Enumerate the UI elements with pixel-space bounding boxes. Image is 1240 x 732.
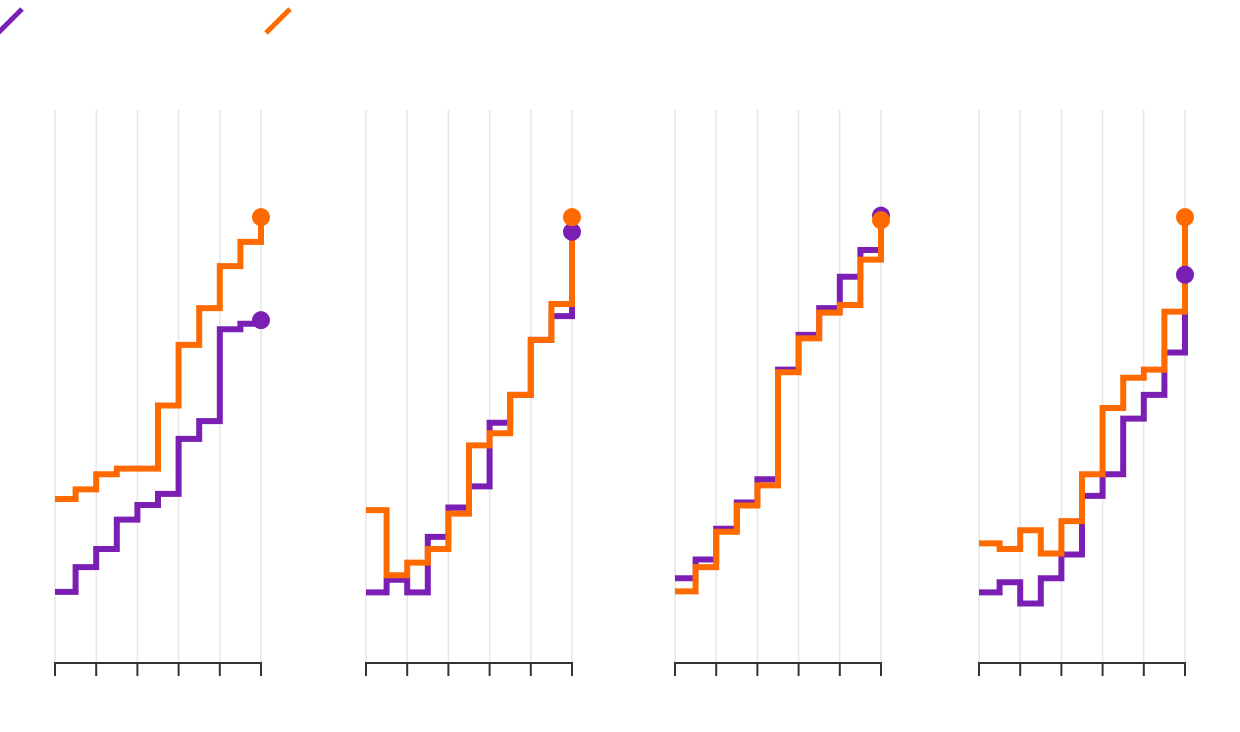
legend-swatch-1	[0, 7, 24, 35]
panel-2-line-series_a	[366, 231, 575, 596]
panel-3-end-point-series_b	[872, 211, 890, 230]
panel-2-end-point-series_a	[563, 222, 581, 241]
panel-1-end-point-series_a	[252, 311, 270, 330]
panel-3	[674, 110, 890, 676]
panel-2-end-point-series_b	[563, 208, 581, 227]
panel-4-end-point-series_b	[1176, 208, 1194, 227]
panel-4-line-series_b	[979, 217, 1188, 557]
legend-swatch-2	[264, 7, 292, 35]
panel-1-end-point-series_b	[252, 208, 270, 227]
panel-4-line-series_a	[979, 274, 1188, 607]
legend	[0, 7, 292, 35]
panel-2	[365, 110, 581, 676]
panel-2-line-series_b	[366, 217, 575, 579]
panel-1	[54, 110, 270, 676]
panel-1-line-series_a	[55, 320, 264, 595]
panel-1-line-series_b	[55, 217, 264, 502]
panel-4	[978, 110, 1194, 676]
panel-3-line-series_b	[675, 220, 884, 595]
panel-4-end-point-series_a	[1176, 265, 1194, 284]
